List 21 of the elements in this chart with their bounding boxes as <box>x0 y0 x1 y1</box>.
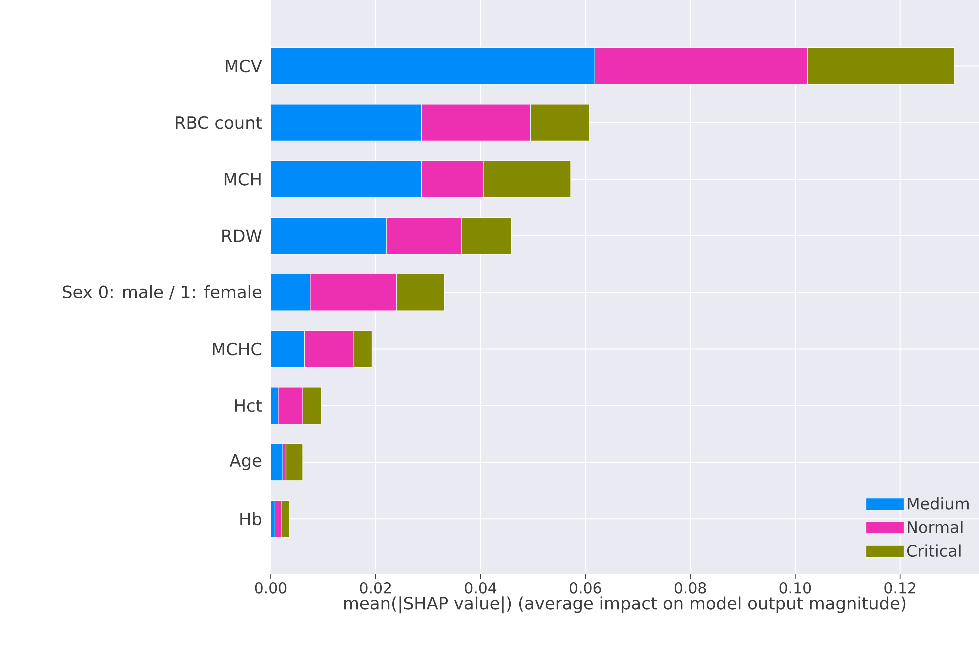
y-tick-label: Sex 0: male / 1: female <box>63 285 262 300</box>
x-tick-label: 0.02 <box>360 582 392 594</box>
x-tick-label: 0.12 <box>884 582 916 594</box>
y-tick-label: RBC count <box>176 116 262 130</box>
legend-label: Normal <box>908 521 963 534</box>
x-tick-label: 0.00 <box>255 582 287 594</box>
y-tick-label: MCV <box>226 60 262 73</box>
bar <box>286 444 304 482</box>
x-tick-label: 0.10 <box>780 582 812 594</box>
x-tick-label: 0.08 <box>674 582 706 594</box>
legend-label: Critical <box>907 544 961 558</box>
y-tick-label: Age <box>230 454 262 470</box>
y-tick-label: RDW <box>222 230 262 242</box>
x-axis-title: mean(|SHAP value|) (average impact on model output magnitude) <box>344 596 906 614</box>
y-tick-label: Hb <box>240 512 262 526</box>
legend-label: Medium <box>908 498 969 510</box>
y-tick-label: MCHC <box>213 342 262 356</box>
y-tick-label: MCH <box>224 173 261 186</box>
y-tick-label: Hct <box>235 400 262 412</box>
x-tick-label: 0.06 <box>570 582 602 594</box>
x-tick-label: 0.04 <box>465 582 497 594</box>
